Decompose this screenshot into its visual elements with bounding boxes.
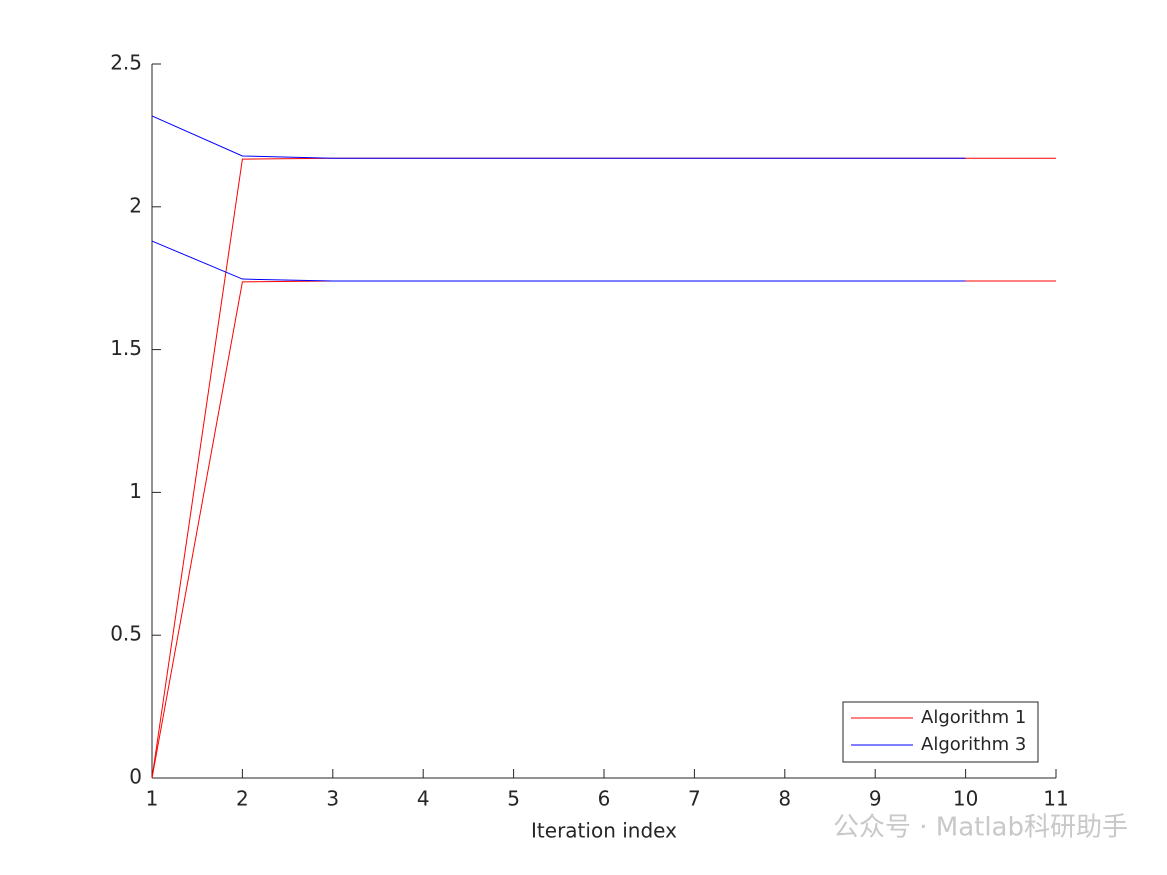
x-tick-label: 3 bbox=[326, 787, 339, 811]
x-tick-label: 2 bbox=[236, 787, 249, 811]
legend-box bbox=[842, 701, 1039, 763]
y-tick-label: 2 bbox=[129, 193, 142, 217]
x-tick-label: 4 bbox=[417, 787, 430, 811]
legend: Algorithm 1 Algorithm 3 bbox=[842, 701, 1039, 763]
x-tick-label: 8 bbox=[778, 787, 791, 811]
series-line bbox=[151, 240, 966, 282]
y-tick-label: 0.5 bbox=[110, 622, 142, 646]
x-axis-label: Iteration index bbox=[531, 819, 677, 843]
x-tick-label: 11 bbox=[1043, 787, 1068, 811]
x-tick-label: 9 bbox=[869, 787, 882, 811]
x-tick-label: 6 bbox=[598, 787, 611, 811]
x-tick-label: 7 bbox=[688, 787, 701, 811]
y-tick-label: 1.5 bbox=[110, 336, 142, 360]
y-tick-label: 1 bbox=[129, 479, 142, 503]
watermark: 公众号 · Matlab科研助手 bbox=[833, 813, 1128, 843]
x-tick-label: 1 bbox=[146, 787, 159, 811]
legend-label: Algorithm 1 bbox=[921, 707, 1026, 728]
y-tick-label: 0 bbox=[129, 765, 142, 789]
legend-label: Algorithm 3 bbox=[921, 734, 1026, 755]
y-tick-label: 2.5 bbox=[110, 51, 142, 75]
x-tick-label: 10 bbox=[953, 787, 978, 811]
x-tick-label: 5 bbox=[507, 787, 520, 811]
series-line bbox=[151, 115, 966, 159]
